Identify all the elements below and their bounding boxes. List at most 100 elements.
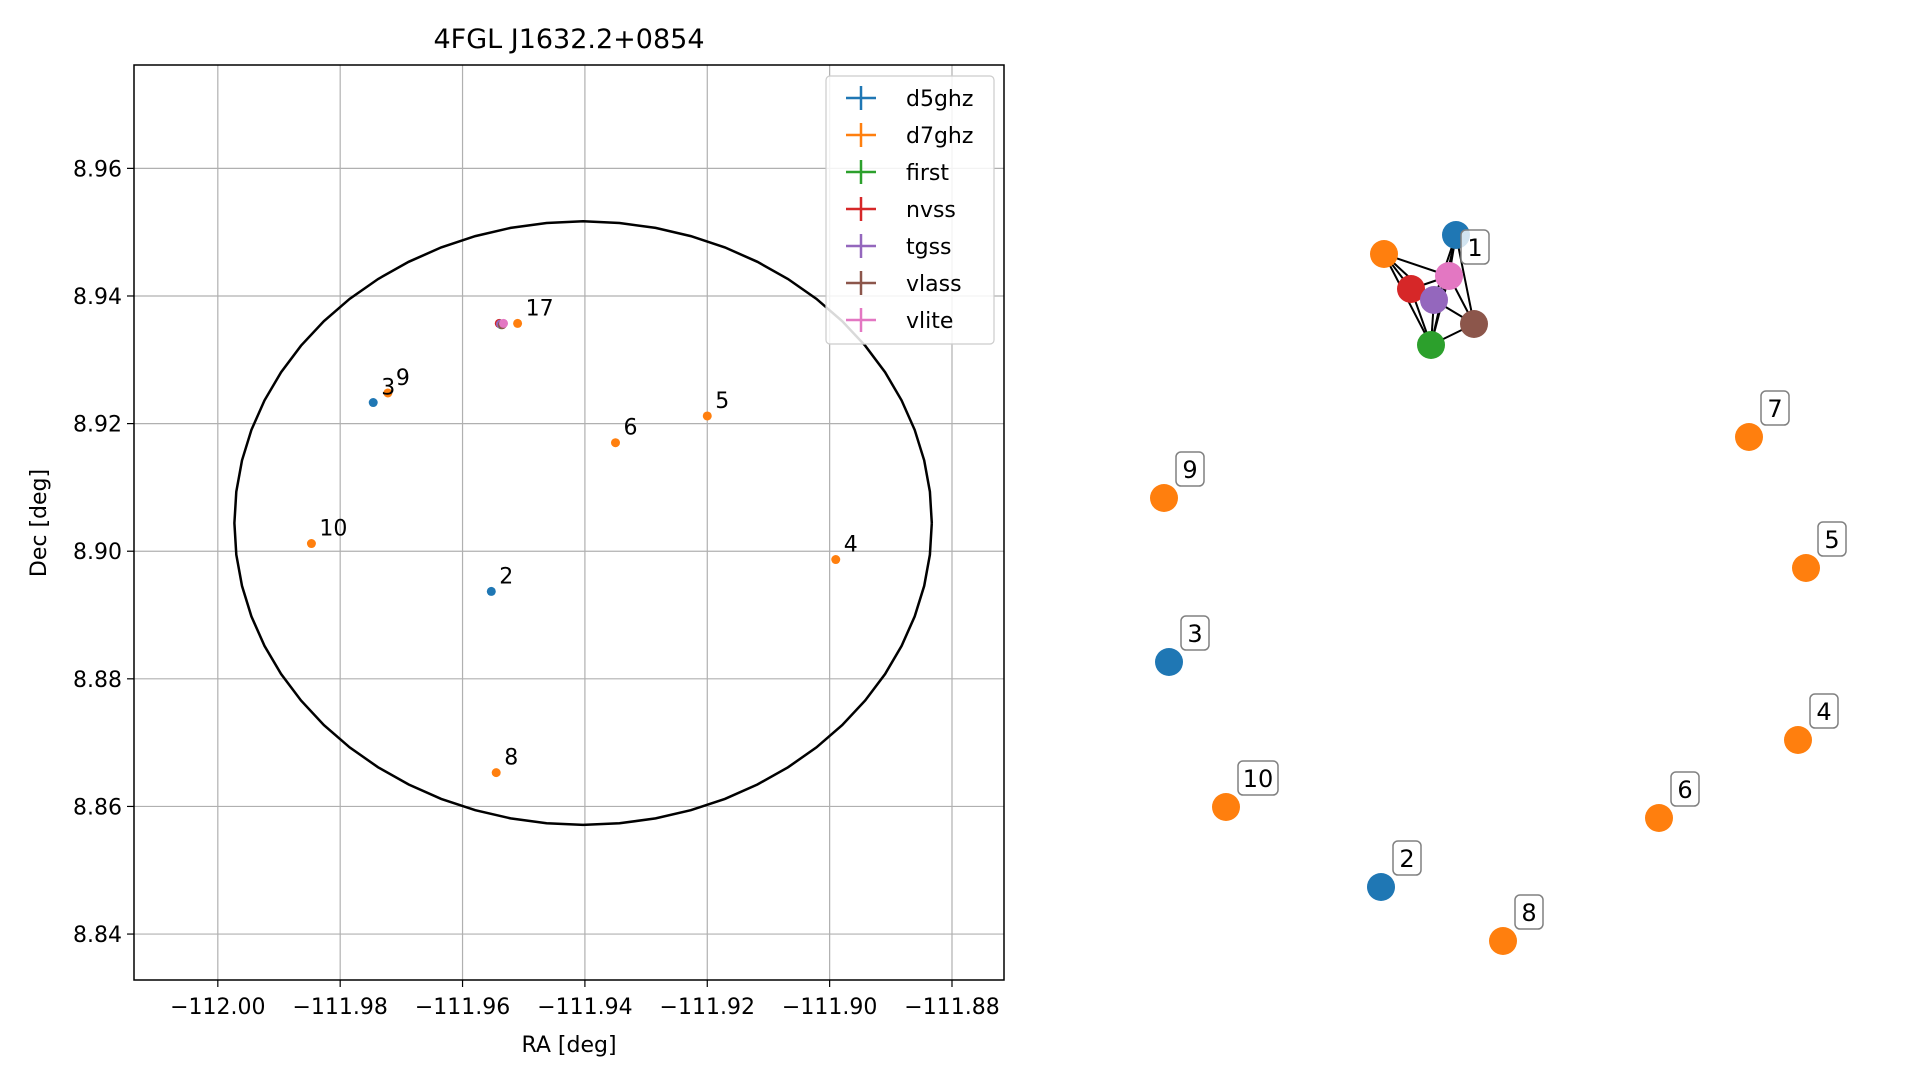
x-tick-label: −112.00 — [170, 995, 265, 1020]
node-label-box — [1817, 521, 1847, 557]
network-node-d5ghz — [1367, 873, 1395, 901]
y-tick-label: 8.94 — [73, 285, 122, 310]
x-tick-label: −111.92 — [660, 995, 755, 1020]
network-node-vlite — [1435, 262, 1463, 290]
legend-label: nvss — [906, 198, 956, 223]
node-label-text: 9 — [1182, 456, 1197, 484]
node-label-box — [1392, 840, 1422, 876]
network-node-label: 8 — [1514, 894, 1544, 930]
point-d7ghz — [383, 388, 393, 398]
legend: d5ghz d7ghz first nvss tgss vlass vlite — [825, 75, 995, 345]
network-node-labels: 1 7 9 5 3 4 10 6 2 8 — [1175, 229, 1847, 930]
network-node-first — [1417, 331, 1445, 359]
x-axis-label: RA [deg] — [521, 1033, 616, 1058]
network-node-d7ghz — [1150, 484, 1178, 512]
node-label-text: 3 — [1187, 620, 1202, 648]
legend-entry-first: first — [846, 160, 949, 186]
x-axis-ticks: −112.00 −111.98 −111.96 −111.94 −111.92 −111.… — [170, 980, 1000, 1020]
point-d7ghz — [306, 539, 316, 549]
point-d7ghz — [610, 438, 620, 448]
y-axis-ticks: 8.84 8.86 8.88 8.90 8.92 8.94 8.96 — [73, 157, 134, 948]
plot-frame — [133, 64, 1005, 981]
network-node-label: 2 — [1392, 840, 1422, 876]
point-d7ghz — [831, 555, 841, 565]
legend-entry-d5ghz: d5ghz — [846, 86, 973, 112]
x-tick-label: −111.96 — [415, 995, 510, 1020]
legend-label: vlass — [906, 272, 962, 297]
network-edge — [1455, 234, 1475, 325]
point-annotation: 2 — [499, 564, 513, 589]
chart-title: 4FGL J1632.2+0854 — [433, 24, 704, 55]
network-node-label: 6 — [1670, 771, 1700, 807]
node-label-text: 1 — [1467, 234, 1482, 262]
legend-entry-vlite: vlite — [846, 308, 953, 334]
y-tick-label: 8.92 — [73, 413, 122, 438]
point-d5ghz — [368, 398, 378, 408]
node-label-text: 4 — [1816, 698, 1831, 726]
node-label-text: 5 — [1824, 526, 1839, 554]
node-label-text: 8 — [1521, 899, 1536, 927]
search-circle — [233, 220, 934, 827]
point-annotation: 10 — [319, 517, 347, 542]
y-tick-label: 8.88 — [73, 668, 122, 693]
point-d7ghz — [491, 768, 501, 778]
legend-entry-vlass: vlass — [846, 271, 962, 297]
point-annotation: 6 — [623, 416, 637, 441]
node-label-text: 2 — [1399, 845, 1414, 873]
x-tick-label: −111.98 — [292, 995, 387, 1020]
network-node-d5ghz — [1155, 648, 1183, 676]
point-d5ghz — [486, 586, 496, 596]
node-label-text: 6 — [1677, 776, 1692, 804]
network-node-label: 4 — [1809, 693, 1839, 729]
point-annotation: 4 — [844, 533, 858, 558]
network-node-label: 3 — [1180, 615, 1210, 651]
network-node-d7ghz — [1735, 423, 1763, 451]
point-d7ghz — [513, 318, 523, 328]
network-node-vlass — [1460, 310, 1488, 338]
legend-label: tgss — [906, 235, 952, 260]
node-label-box — [1514, 894, 1544, 930]
point-annotation: 5 — [715, 389, 729, 414]
node-label-box — [1760, 390, 1790, 426]
node-label-box — [1809, 693, 1839, 729]
network-node-d7ghz — [1645, 804, 1673, 832]
network-node-label: 1 — [1460, 229, 1490, 265]
legend-label: d7ghz — [906, 124, 973, 149]
network-node-label: 10 — [1237, 760, 1279, 796]
network-node-label: 5 — [1817, 521, 1847, 557]
legend-box — [825, 75, 995, 345]
network-node-d7ghz — [1489, 927, 1517, 955]
y-tick-label: 8.90 — [73, 540, 122, 565]
node-label-box — [1175, 451, 1205, 487]
network-node-d7ghz — [1370, 240, 1398, 268]
node-label-box — [1180, 615, 1210, 651]
y-tick-label: 8.96 — [73, 157, 122, 182]
x-tick-label: −111.94 — [537, 995, 632, 1020]
network-node-nvss — [1397, 275, 1425, 303]
node-label-text: 10 — [1243, 765, 1274, 793]
legend-entry-tgss: tgss — [846, 234, 952, 260]
node-label-box — [1237, 760, 1279, 796]
point-annotation: 9 — [396, 366, 410, 391]
network-nodes — [1150, 221, 1820, 955]
point-annotation: 3 — [381, 376, 395, 401]
network-node-tgss — [1420, 286, 1448, 314]
network-node-d7ghz — [1792, 554, 1820, 582]
network-node-d7ghz — [1212, 793, 1240, 821]
x-tick-label: −111.90 — [782, 995, 877, 1020]
y-tick-label: 8.86 — [73, 795, 122, 820]
node-label-box — [1460, 229, 1490, 265]
x-tick-label: −111.88 — [904, 995, 999, 1020]
scatter-points — [306, 318, 841, 778]
point-annotation: 17 — [526, 296, 554, 321]
search-circle-outline — [233, 220, 934, 827]
legend-entry-nvss: nvss — [846, 197, 956, 223]
legend-label: first — [906, 161, 949, 186]
y-tick-label: 8.84 — [73, 923, 122, 948]
legend-label: d5ghz — [906, 87, 973, 112]
node-label-text: 7 — [1767, 395, 1782, 423]
network-node-label: 7 — [1760, 390, 1790, 426]
point-annotation: 8 — [504, 746, 518, 771]
network-node-label: 9 — [1175, 451, 1205, 487]
